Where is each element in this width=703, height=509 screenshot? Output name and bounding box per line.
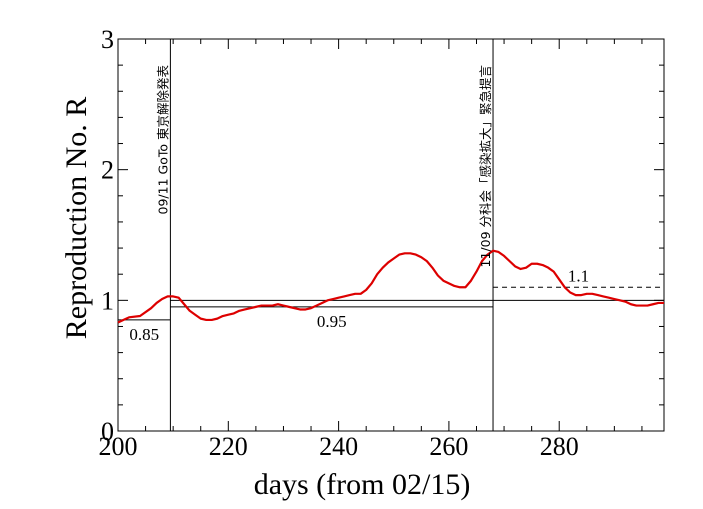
x-tick-label: 200 — [99, 432, 138, 461]
axis-ticks — [117, 38, 664, 432]
series-group — [117, 249, 664, 324]
x-tick-label: 240 — [319, 432, 358, 461]
vertical-reference-label: 11/09 分科会「感染拡大」緊急提言 — [478, 65, 493, 268]
x-axis-title: days (from 02/15) — [254, 468, 471, 501]
y-tick-label: 2 — [101, 156, 114, 185]
y-tick-label: 1 — [101, 286, 114, 315]
horizontal-reference-label: 0.85 — [129, 325, 159, 344]
y-axis-title: Reproduction No. R — [60, 97, 93, 339]
reference-lines — [118, 39, 664, 431]
horizontal-reference-label: 0.95 — [317, 312, 347, 331]
x-tick-label: 260 — [429, 432, 468, 461]
x-tick-label: 280 — [540, 432, 579, 461]
horizontal-reference-label: 1.1 — [568, 266, 589, 285]
vertical-reference-label: 09/11 GoTo 東京解除発表 — [155, 65, 170, 215]
y-tick-label: 0 — [101, 417, 114, 446]
x-tick-label: 220 — [209, 432, 248, 461]
plot-frame — [117, 38, 665, 432]
y-tick-label: 3 — [101, 25, 114, 54]
series-line — [117, 249, 664, 324]
tick-labels: 200 220 240 260 280 0 1 2 3 — [99, 25, 579, 461]
reference-labels: 09/11 GoTo 東京解除発表 11/09 分科会「感染拡大」緊急提言 0.85… — [129, 65, 589, 344]
